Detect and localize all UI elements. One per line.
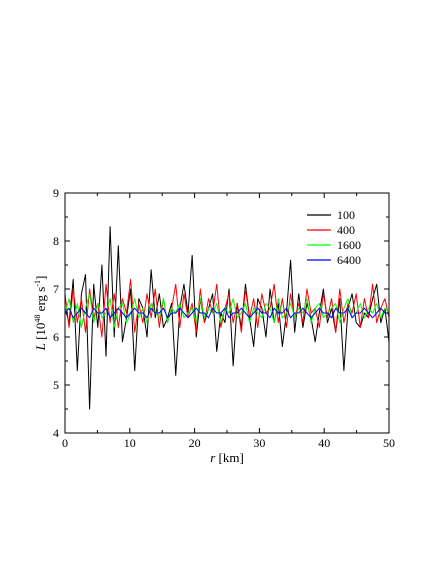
- y-tick-label: 6: [53, 330, 59, 344]
- series-line-1600: [64, 293, 390, 328]
- series-layer: [64, 226, 390, 410]
- y-tick-label: 4: [53, 426, 59, 440]
- x-tick-label: 20: [189, 436, 201, 450]
- y-tick-label: 9: [53, 186, 59, 200]
- series-line-400: [64, 278, 390, 338]
- legend-label: 1600: [337, 238, 361, 252]
- ticks-layer: 0 10 20 30 40 50 4 5 6 7 8 9: [53, 186, 395, 450]
- legend-label: 6400: [337, 253, 361, 267]
- legend-label: 100: [337, 208, 355, 222]
- y-axis-label: L [1048 erg s-1]: [33, 276, 48, 352]
- y-tick-label: 5: [53, 378, 59, 392]
- x-tick-label: 50: [383, 436, 395, 450]
- y-tick-label: 8: [53, 234, 59, 248]
- series-line-6400: [64, 307, 389, 319]
- x-tick-label: 10: [124, 436, 136, 450]
- x-tick-label: 40: [318, 436, 330, 450]
- x-tick-label: 0: [62, 436, 68, 450]
- x-tick-label: 30: [253, 436, 265, 450]
- legend-label: 400: [337, 223, 355, 237]
- y-tick-label: 7: [53, 282, 59, 296]
- x-axis-label: r [km]: [210, 450, 244, 465]
